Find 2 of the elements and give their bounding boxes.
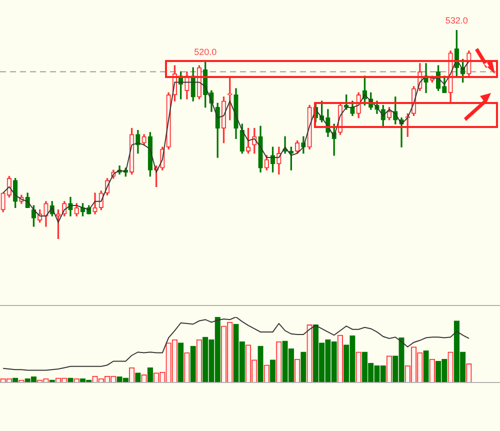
annotation: 520.0 <box>194 46 217 57</box>
annotation: 532.0 <box>445 15 468 26</box>
